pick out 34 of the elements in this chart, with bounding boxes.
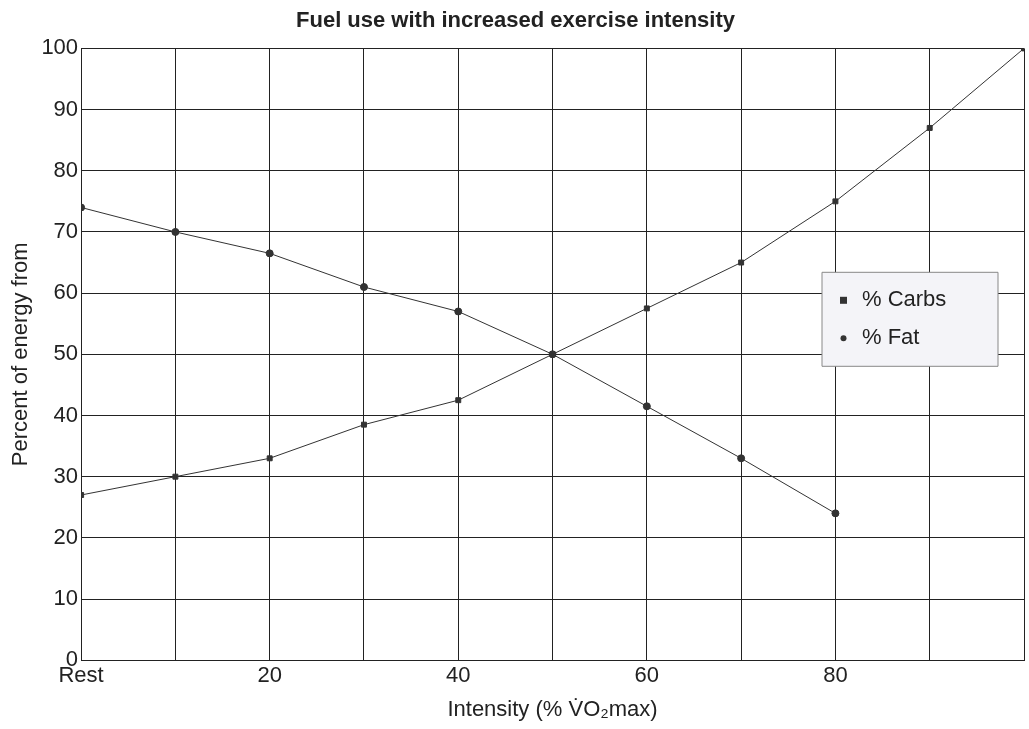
x-axis-title: Intensity (% V̇O₂max)	[447, 695, 658, 721]
point	[455, 397, 462, 404]
point	[172, 473, 179, 480]
y-tick-label: 30	[53, 462, 79, 488]
chart-title: Fuel use with increased exercise intensity	[296, 7, 736, 33]
point	[361, 421, 367, 428]
point	[171, 227, 180, 236]
point	[265, 249, 274, 258]
y-tick-label: 40	[53, 401, 79, 427]
y-axis-title: Percent of energy from	[7, 242, 33, 467]
point	[832, 198, 839, 205]
y-tick-label: 90	[53, 95, 79, 121]
y-tick-label: 80	[53, 156, 79, 182]
x-tick-label: 40	[446, 662, 471, 688]
point	[643, 305, 650, 312]
point	[642, 402, 651, 411]
point	[266, 455, 273, 462]
point	[738, 259, 745, 266]
x-tick-label: 60	[634, 662, 660, 688]
point	[737, 454, 746, 463]
y-tick-label: 70	[53, 218, 79, 243]
point	[926, 124, 933, 131]
legend-label: % Fat	[862, 324, 920, 350]
y-tick-label: 100	[41, 34, 79, 60]
y-tick-label: 10	[53, 585, 79, 611]
y-tick-label: 50	[53, 340, 79, 366]
legend-label: % Carbs	[862, 286, 947, 312]
point	[454, 307, 463, 316]
point	[359, 283, 368, 291]
y-tick-label: 20	[53, 523, 79, 549]
x-tick-label: 80	[823, 662, 848, 688]
y-tick-label: 60	[53, 279, 79, 305]
point	[831, 509, 840, 518]
x-tick-label: 20	[257, 662, 282, 688]
